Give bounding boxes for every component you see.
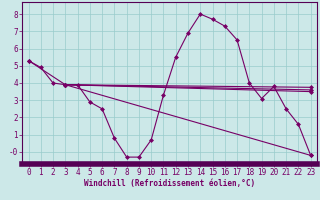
X-axis label: Windchill (Refroidissement éolien,°C): Windchill (Refroidissement éolien,°C) [84, 179, 255, 188]
